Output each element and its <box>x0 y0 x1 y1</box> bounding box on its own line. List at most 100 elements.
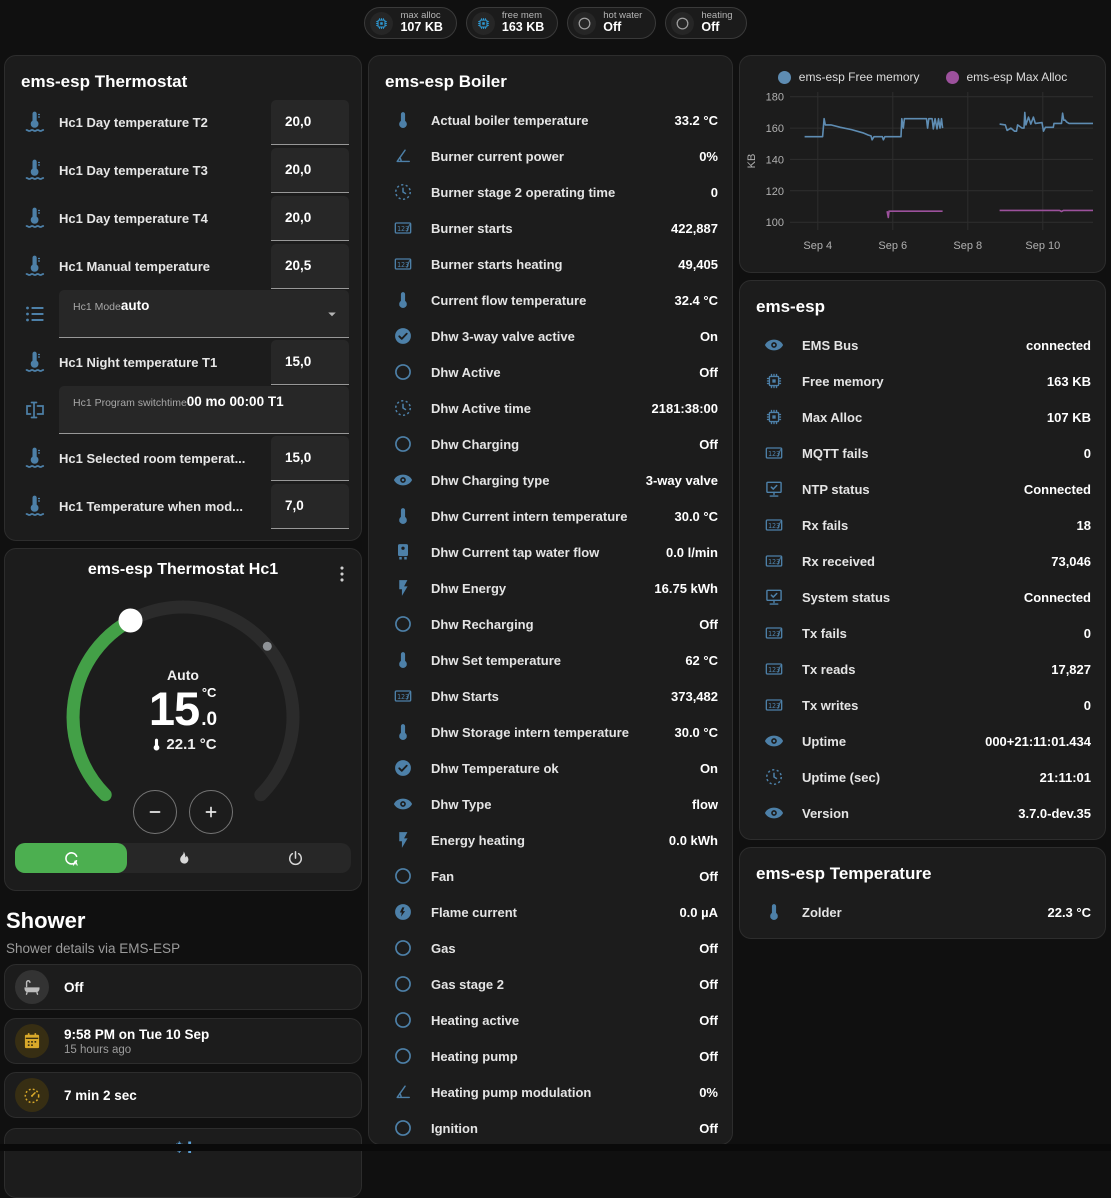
entity-row[interactable]: Dhw 3-way valve active On <box>369 318 732 354</box>
status-badge[interactable]: max alloc 107 KB <box>364 7 457 39</box>
svg-text:140: 140 <box>766 154 784 166</box>
entity-state: 163 KB <box>1046 373 1091 389</box>
setting-label: Hc1 Day temperature T2 <box>59 114 208 130</box>
entity-state: 32.4 °C <box>674 292 718 308</box>
entity-row[interactable]: NTP status Connected <box>740 471 1105 507</box>
entity-row[interactable]: 123 MQTT fails 0 <box>740 435 1105 471</box>
temperature-input[interactable]: 15,0 <box>271 435 349 481</box>
entity-row[interactable]: 123 Rx fails 18 <box>740 507 1105 543</box>
setting-label: Hc1 Manual temperature <box>59 258 210 274</box>
entity-row[interactable]: Dhw Set temperature 62 °C <box>369 642 732 678</box>
entity-row[interactable]: Gas stage 2 Off <box>369 966 732 1002</box>
svg-text:Sep 4: Sep 4 <box>803 240 832 252</box>
entity-row[interactable]: Burner current power 0% <box>369 138 732 174</box>
entity-state: 73,046 <box>1051 553 1091 569</box>
decrease-temperature-button[interactable] <box>133 790 177 834</box>
entity-row[interactable]: Dhw Current tap water flow 0.0 l/min <box>369 534 732 570</box>
entity-row[interactable]: Uptime (sec) 21:11:01 <box>740 759 1105 795</box>
badge-value: 163 KB <box>501 20 545 35</box>
shower-card[interactable]: Off <box>4 964 362 1010</box>
setting-row: Hc1 Night temperature T1 15,0 <box>5 338 361 386</box>
temperature-input[interactable]: 15,0 <box>271 339 349 385</box>
entity-row[interactable]: Dhw Temperature ok On <box>369 750 732 786</box>
entity-row[interactable]: Dhw Active Off <box>369 354 732 390</box>
thermostat-dial[interactable]: Auto 15 °C .0 22.1 °C <box>33 579 333 813</box>
shower-card[interactable]: 7 min 2 sec <box>4 1072 362 1118</box>
entity-row[interactable]: 123 Burner starts heating 49,405 <box>369 246 732 282</box>
entity-row[interactable]: 123 Tx writes 0 <box>740 687 1105 723</box>
entity-row[interactable]: Gas Off <box>369 930 732 966</box>
badge-value: Off <box>603 20 622 35</box>
entity-row[interactable]: Flame current 0.0 µA <box>369 894 732 930</box>
entity-row[interactable]: Heating active Off <box>369 1002 732 1038</box>
increase-temperature-button[interactable] <box>189 790 233 834</box>
temperature-input[interactable]: 20,0 <box>271 195 349 241</box>
entity-row[interactable]: Dhw Active time 2181:38:00 <box>369 390 732 426</box>
entity-row[interactable]: Zolder 22.3 °C <box>740 894 1105 930</box>
entity-row[interactable]: Dhw Charging type 3-way valve <box>369 462 732 498</box>
dial-buttons <box>5 790 361 834</box>
entity-row[interactable]: Dhw Current intern temperature 30.0 °C <box>369 498 732 534</box>
entity-row[interactable]: Dhw Charging Off <box>369 426 732 462</box>
entity-row[interactable]: Dhw Type flow <box>369 786 732 822</box>
more-options-icon[interactable] <box>331 563 353 585</box>
entity-row[interactable]: Heating pump Off <box>369 1038 732 1074</box>
setting-row: Hc1 Temperature when mod... 7,0 <box>5 482 361 530</box>
mode-select[interactable]: Hc1 Modeauto <box>59 290 349 338</box>
entity-row[interactable]: Energy heating 0.0 kWh <box>369 822 732 858</box>
entity-state: 0 <box>710 184 718 200</box>
entity-row[interactable]: 123 Rx received 73,046 <box>740 543 1105 579</box>
temperature-input[interactable]: 20,0 <box>271 147 349 193</box>
entity-row[interactable]: 123 Tx fails 0 <box>740 615 1105 651</box>
counter-icon: 123 <box>764 443 784 463</box>
thermometer-water-icon <box>23 350 47 374</box>
entity-name: Dhw Starts <box>431 688 499 704</box>
thermostat-auto-icon: A <box>64 851 78 867</box>
entity-row[interactable]: Max Alloc 107 KB <box>740 399 1105 435</box>
badge-value: 107 KB <box>400 20 443 35</box>
entity-row[interactable]: Actual boiler temperature 33.2 °C <box>369 102 732 138</box>
entity-row[interactable]: Dhw Energy 16.75 kWh <box>369 570 732 606</box>
status-badge[interactable]: heating Off <box>665 7 747 39</box>
shower-card[interactable]: 9:58 PM on Tue 10 Sep 15 hours ago <box>4 1018 362 1064</box>
dial-readout: Auto 15 °C .0 22.1 °C <box>33 667 333 753</box>
mode-auto-button[interactable]: A <box>15 843 127 873</box>
dial-active-arc <box>66 614 137 802</box>
text-field[interactable]: Hc1 Program switchtime00 mo 00:00 T1 <box>59 386 349 434</box>
entity-row[interactable]: Current flow temperature 32.4 °C <box>369 282 732 318</box>
mode-off-button[interactable] <box>239 843 351 873</box>
entity-row[interactable]: Free memory 163 KB <box>740 363 1105 399</box>
entity-row[interactable]: Ignition Off <box>369 1110 732 1144</box>
shower-card[interactable]: ❄! <box>4 1128 362 1198</box>
entity-row[interactable]: Version 3.7.0-dev.35 <box>740 795 1105 831</box>
entity-name: Max Alloc <box>802 409 863 425</box>
entity-row[interactable]: 123 Dhw Starts 373,482 <box>369 678 732 714</box>
entity-row[interactable]: 123 Burner starts 422,887 <box>369 210 732 246</box>
entity-row[interactable]: EMS Bus connected <box>740 327 1105 363</box>
entity-state: 0 <box>1083 625 1091 641</box>
entity-row[interactable]: Dhw Recharging Off <box>369 606 732 642</box>
thermometer-water-icon <box>23 446 47 470</box>
temperature-input[interactable]: 7,0 <box>271 483 349 529</box>
legend-item[interactable]: ems-esp Max Alloc <box>945 70 1067 84</box>
entity-state: 000+21:11:01.434 <box>985 733 1091 749</box>
entity-name: Dhw Set temperature <box>431 652 562 668</box>
legend-item[interactable]: ems-esp Free memory <box>777 70 920 84</box>
mode-heat-button[interactable] <box>127 843 239 873</box>
entity-name: Dhw Charging type <box>431 472 550 488</box>
temperature-input[interactable]: 20,0 <box>271 99 349 145</box>
entity-row[interactable]: Uptime 000+21:11:01.434 <box>740 723 1105 759</box>
entity-row[interactable]: 123 Tx reads 17,827 <box>740 651 1105 687</box>
entity-row[interactable]: Heating pump modulation 0% <box>369 1074 732 1110</box>
entity-row[interactable]: Fan Off <box>369 858 732 894</box>
angle-icon <box>393 146 413 166</box>
entity-row[interactable]: Dhw Storage intern temperature 30.0 °C <box>369 714 732 750</box>
dial-current-marker <box>262 641 272 651</box>
status-badge[interactable]: hot water Off <box>567 7 657 39</box>
temperature-input[interactable]: 20,5 <box>271 243 349 289</box>
hvac-mode-bar: A <box>15 843 351 873</box>
dashboard: ems-esp Thermostat Hc1 Day temperature T… <box>0 46 1111 1198</box>
entity-row[interactable]: System status Connected <box>740 579 1105 615</box>
status-badge[interactable]: free mem 163 KB <box>465 7 559 39</box>
entity-row[interactable]: Burner stage 2 operating time 0 <box>369 174 732 210</box>
